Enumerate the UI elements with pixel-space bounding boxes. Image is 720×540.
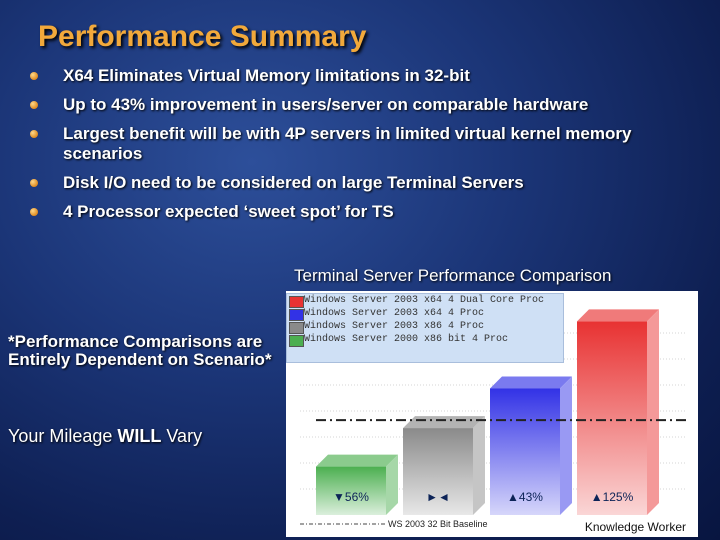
mileage-note: Your Mileage WILL Vary — [8, 426, 202, 447]
legend-item: Windows Server 2003 x64 4 Proc — [287, 307, 563, 321]
bar — [316, 466, 386, 515]
legend-swatch-x86 — [289, 322, 304, 334]
bullet-item: 4 Processor expected ‘sweet spot’ for TS — [30, 202, 670, 222]
bar-side — [560, 376, 572, 515]
bar — [403, 428, 473, 515]
legend-label: Windows Server 2000 x86 bit 4 Proc — [304, 334, 509, 345]
bar-value-label: ▲125% — [591, 490, 634, 504]
bar-chart: ▼56% ►◄ ▲43% ▲125% WS 2003 32 Bit Baseline Kn… — [300, 309, 686, 534]
bar-value-label: ►◄ — [426, 490, 450, 504]
legend-item: Windows Server 2000 x86 bit 4 Proc — [287, 333, 563, 347]
chart-legend: Windows Server 2003 x64 4 Dual Core Proc… — [286, 293, 564, 363]
legend-item: Windows Server 2003 x64 4 Dual Core Proc — [287, 294, 563, 308]
legend-item: Windows Server 2003 x86 4 Proc — [287, 320, 563, 334]
bullet-icon — [30, 72, 38, 80]
bar-side — [386, 454, 398, 515]
mileage-prefix: Your Mileage — [8, 426, 118, 446]
mileage-emphasis: WILL — [117, 426, 162, 446]
bar — [490, 388, 560, 515]
chart-title: Terminal Server Performance Comparison — [294, 266, 612, 285]
baseline-label: WS 2003 32 Bit Baseline — [388, 519, 488, 529]
bullet-text: Disk I/O need to be considered on large … — [63, 173, 524, 192]
bar-top — [490, 376, 572, 389]
mileage-suffix: Vary — [161, 426, 203, 446]
legend-label: Windows Server 2003 x64 4 Proc — [304, 308, 485, 319]
bar-top — [316, 454, 398, 467]
bullet-icon — [30, 101, 38, 109]
legend-swatch-x64 — [289, 309, 304, 321]
bullet-icon — [30, 208, 38, 216]
bullet-list: X64 Eliminates Virtual Memory limitation… — [30, 66, 670, 231]
bar-top — [577, 309, 659, 322]
bullet-item: Disk I/O need to be considered on large … — [30, 173, 670, 193]
legend-swatch-2000 — [289, 335, 304, 347]
bar-value-label: ▼56% — [333, 490, 369, 504]
legend-label: Windows Server 2003 x86 4 Proc — [304, 321, 485, 332]
bar-side — [647, 309, 659, 515]
bullet-text: 4 Processor expected ‘sweet spot’ for TS — [63, 202, 394, 221]
legend-label: Windows Server 2003 x64 4 Dual Core Proc — [304, 295, 545, 306]
bar-top — [403, 416, 485, 429]
bar-value-label: ▲43% — [507, 490, 543, 504]
bullet-item: Largest benefit will be with 4P servers … — [30, 124, 670, 164]
bullet-text: X64 Eliminates Virtual Memory limitation… — [63, 66, 470, 85]
slide-title: Performance Summary — [38, 20, 367, 53]
bar-side — [473, 416, 485, 515]
legend-swatch-dual-core — [289, 296, 304, 308]
bullet-item: X64 Eliminates Virtual Memory limitation… — [30, 66, 670, 86]
bar — [577, 321, 647, 515]
bullet-text: Up to 43% improvement in users/server on… — [63, 95, 589, 114]
bullet-icon — [30, 130, 38, 138]
disclaimer-text: *Performance Comparisons are Entirely De… — [8, 332, 272, 369]
category-label: Knowledge Worker — [585, 520, 686, 534]
bullet-item: Up to 43% improvement in users/server on… — [30, 95, 670, 115]
bullet-icon — [30, 179, 38, 187]
bullet-text: Largest benefit will be with 4P servers … — [63, 124, 632, 163]
